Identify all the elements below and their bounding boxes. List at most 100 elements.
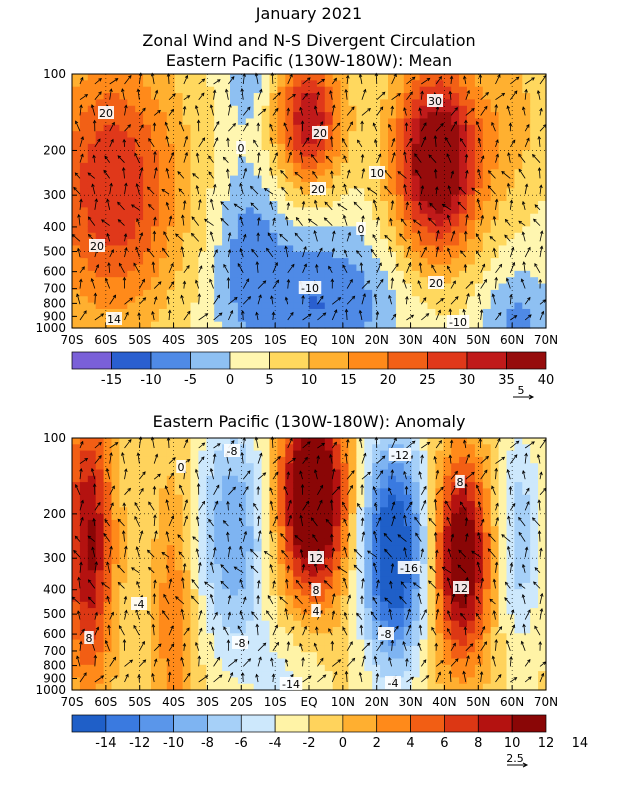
vector-head [212,89,217,94]
field-cell [411,245,421,253]
field-cell [245,156,255,164]
vector-head [333,77,337,82]
vector-head [476,198,481,203]
field-cell [230,438,239,445]
field-cell [72,507,81,515]
field-cell [388,175,397,183]
field-cell [285,105,294,113]
field-cell [380,302,389,310]
field-cell [340,595,350,603]
field-cell [119,99,128,107]
field-cell [332,645,342,653]
field-cell [301,194,310,202]
field-cell [332,283,342,291]
field-cell [174,438,184,445]
field-cell [419,232,429,240]
field-cell [190,251,199,259]
vector-head [79,278,83,283]
field-cell [230,601,239,609]
field-cell [490,137,500,145]
field-cell [395,105,405,113]
field-cell [332,532,342,540]
field-cell [198,289,207,297]
field-cell [301,270,310,278]
field-cell [253,608,263,615]
y-tick-label: 900 [43,309,66,323]
field-cell [316,86,326,94]
field-cell [451,308,460,316]
field-cell [443,258,452,266]
vector-head [186,265,190,269]
field-cell [111,639,120,647]
field-cell [293,74,302,81]
vector-head [182,200,187,204]
field-cell [467,143,476,151]
field-cell [332,438,342,445]
colorbar-label: 25 [419,373,436,388]
field-cell [538,201,547,208]
field-cell [151,207,160,215]
field-cell [435,86,444,94]
field-cell [206,232,215,240]
field-cell [190,181,199,189]
field-cell [103,645,113,653]
field-cell [222,239,231,247]
field-cell [79,450,89,458]
field-cell [198,677,207,685]
vector-shaft [240,248,244,258]
vector-head [464,119,468,124]
field-cell [277,564,286,571]
field-cell [190,315,199,323]
field-cell [230,258,239,266]
field-cell [340,444,350,452]
field-cell [506,86,515,94]
field-cell [237,513,247,521]
field-cell [301,150,310,158]
field-cell [245,74,255,81]
vector-shaft [209,279,214,289]
field-cell [237,239,247,247]
field-cell [411,80,421,88]
field-cell [427,321,436,329]
field-cell [143,181,152,189]
field-cell [72,213,81,221]
vector-shaft [539,311,544,321]
field-cell [388,302,397,310]
field-cell [174,494,184,502]
field-cell [245,201,255,208]
vector-head [436,229,440,234]
field-cell [95,469,105,477]
field-cell [79,220,89,227]
field-cell [111,226,120,234]
vector-head [462,308,466,313]
field-cell [348,194,357,202]
field-cell [95,232,105,240]
field-cell [143,601,152,609]
field-cell [237,105,247,113]
field-cell [356,175,365,183]
vector-head [464,153,469,158]
field-cell [111,264,120,272]
field-cell [166,507,176,515]
field-cell [151,627,160,634]
field-cell [261,664,271,672]
vector-head [504,218,509,223]
vector-shaft [435,187,438,195]
vector-shaft [332,297,341,305]
field-cell [269,181,278,189]
field-cell [261,194,271,202]
field-cell [324,296,334,304]
field-cell [293,118,302,126]
field-cell [127,501,136,508]
field-cell [538,296,547,304]
field-cell [324,156,334,164]
field-cell [237,589,247,597]
field-cell [530,220,539,227]
vector-head [299,185,304,190]
field-cell [87,664,97,672]
field-cell [245,564,255,571]
field-cell [395,169,405,177]
field-cell [222,639,231,647]
field-cell [119,175,128,183]
field-cell [87,131,97,139]
